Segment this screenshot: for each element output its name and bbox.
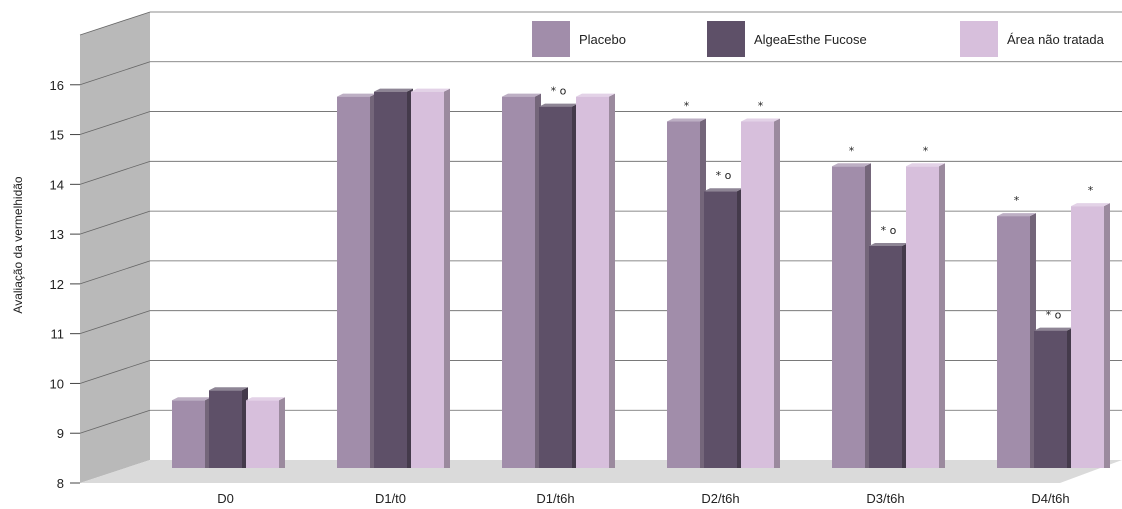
x-tick-label: D2/t6h: [701, 491, 739, 506]
significance-mark: *: [849, 144, 855, 157]
bar: [832, 163, 871, 469]
gridline-side: [79, 160, 151, 185]
bar: [337, 93, 376, 468]
bar: [906, 163, 945, 469]
back-wall: [80, 12, 150, 483]
bar: [246, 397, 285, 468]
gridline-side: [79, 360, 151, 384]
bar: [172, 397, 211, 468]
y-tick-label: 12: [50, 277, 64, 292]
gridlines: [79, 11, 1122, 434]
y-tick-label: 15: [50, 128, 64, 143]
y-tick-label: 8: [57, 476, 64, 491]
bar: [667, 118, 706, 468]
y-tick-label: 16: [50, 78, 64, 93]
legend-swatch: [960, 21, 998, 57]
significance-mark: * o: [881, 224, 897, 237]
bar: [539, 103, 578, 469]
gridline-side: [79, 210, 151, 235]
bar: [411, 88, 450, 469]
legend-item: AlgeaEsthe Fucose: [707, 21, 867, 57]
significance-mark: *: [684, 100, 690, 113]
bar: [374, 88, 413, 469]
x-tick-label: D3/t6h: [866, 491, 904, 506]
legend-item: Placebo: [532, 21, 626, 57]
bar: [1071, 203, 1110, 468]
significance-mark: *: [758, 100, 764, 113]
bar: [576, 93, 615, 468]
legend-swatch: [532, 21, 570, 57]
bar: [997, 213, 1036, 468]
legend: Placebo AlgeaEsthe Fucose Área não tratada: [532, 21, 1105, 57]
gridline-side: [79, 11, 151, 36]
x-tick-label: D1/t0: [375, 491, 406, 506]
y-tick-label: 14: [50, 177, 64, 192]
gridline-side: [79, 310, 151, 335]
significance-mark: * o: [716, 169, 732, 182]
y-tick-label: 9: [57, 426, 64, 441]
legend-label: Placebo: [579, 32, 626, 47]
bar: [209, 387, 248, 468]
x-tick-label: D0: [217, 491, 234, 506]
x-tick-label: D4/t6h: [1031, 491, 1069, 506]
bar: [1034, 327, 1073, 468]
y-axis-ticks: 8 9 10 11 12 13 14 15 16: [50, 78, 80, 491]
x-tick-label: D1/t6h: [536, 491, 574, 506]
gridline-side: [79, 260, 151, 285]
legend-swatch: [707, 21, 745, 57]
gridline-side: [79, 111, 151, 135]
bar: [869, 242, 908, 468]
y-axis-title: Avaliação da vermelhidão: [11, 176, 25, 314]
legend-item: Área não tratada: [960, 21, 1105, 57]
significance-mark: * o: [1046, 309, 1062, 322]
gridline-side: [79, 409, 151, 434]
significance-mark: *: [923, 144, 929, 157]
y-tick-label: 11: [51, 327, 65, 342]
bar: [704, 188, 743, 468]
bars: * o * * o * * * o * * * o *: [172, 85, 1110, 469]
bar: [741, 118, 780, 468]
gridline-side: [79, 61, 151, 86]
significance-mark: *: [1088, 184, 1094, 197]
y-tick-label: 10: [50, 376, 64, 391]
x-axis-ticks: D0 D1/t0 D1/t6h D2/t6h D3/t6h D4/t6h: [217, 491, 1069, 506]
significance-mark: *: [1014, 194, 1020, 207]
significance-mark: * o: [551, 85, 567, 98]
legend-label: Área não tratada: [1007, 32, 1105, 47]
legend-label: AlgeaEsthe Fucose: [754, 32, 867, 47]
bar: [502, 93, 541, 468]
y-tick-label: 13: [50, 227, 64, 242]
